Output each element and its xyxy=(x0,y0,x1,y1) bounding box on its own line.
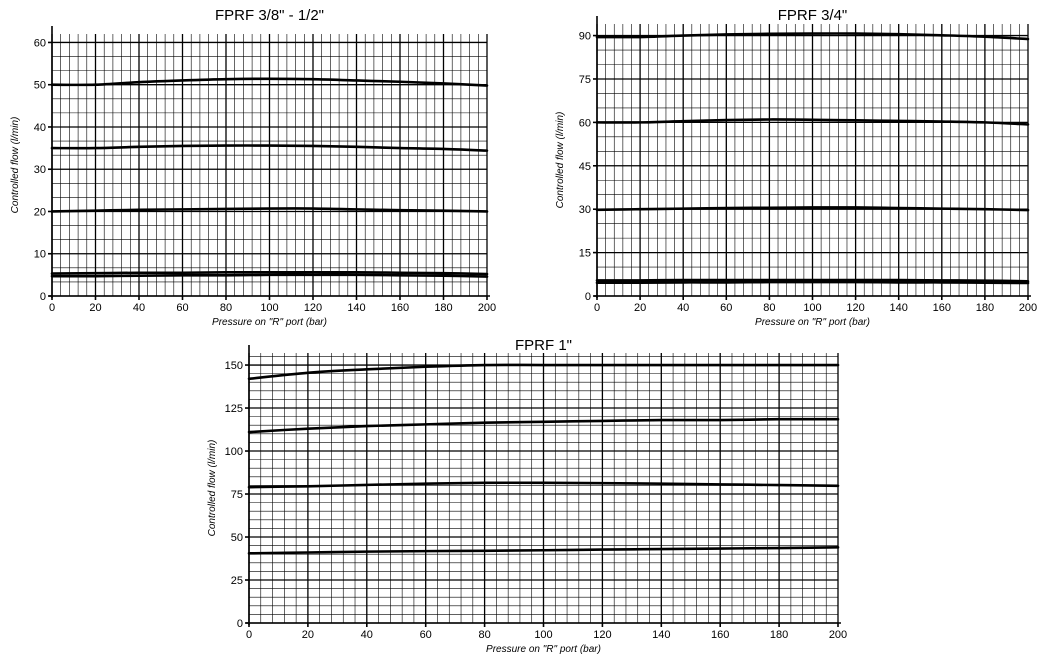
x-tick-label: 60 xyxy=(720,302,732,314)
x-tick-label: 160 xyxy=(711,629,729,641)
y-tick-label: 40 xyxy=(34,122,46,134)
x-tick-label: 80 xyxy=(478,629,490,641)
major-grid xyxy=(51,34,488,297)
series-line-4 xyxy=(595,280,1030,285)
x-tick-label: 200 xyxy=(1019,302,1037,314)
x-tick-label: 160 xyxy=(933,302,951,314)
chart-fprf-3-8-1-2: 0 20 40 60 80 100 120 140 160 180 200 0 10 20 30 40 50 60… xyxy=(0,0,500,336)
y-tick-label: 30 xyxy=(34,164,46,176)
x-tick-label: 40 xyxy=(133,302,145,314)
y-tick-label: 50 xyxy=(231,532,243,544)
chart-svg: 0 20 40 60 80 100 120 140 160 180 200 0 15 30 45 60 75 90… xyxy=(555,7,1037,328)
x-tick-label: 100 xyxy=(260,302,278,314)
x-tick-label: 120 xyxy=(304,302,322,314)
axes xyxy=(593,16,1031,300)
y-axis-label: Controlled flow (l/min) xyxy=(207,440,218,537)
series-line-1 xyxy=(50,144,489,152)
y-tick-label: 10 xyxy=(34,249,46,261)
x-tick-label: 20 xyxy=(634,302,646,314)
x-tick-label: 40 xyxy=(677,302,689,314)
series-line-2 xyxy=(247,481,840,489)
series-line-0 xyxy=(50,77,489,87)
y-tick-label: 150 xyxy=(225,360,243,372)
y-tick-label: 60 xyxy=(34,37,46,49)
y-axis-label: Controlled flow (l/min) xyxy=(555,112,566,209)
y-tick-label: 50 xyxy=(34,80,46,92)
x-axis-label: Pressure on "R" port (bar) xyxy=(486,644,601,655)
x-tick-label: 60 xyxy=(176,302,188,314)
x-tick-label: 40 xyxy=(361,629,373,641)
x-tick-label: 180 xyxy=(976,302,994,314)
axes xyxy=(48,26,490,300)
y-tick-label: 90 xyxy=(579,31,591,43)
chart-fprf-3-4: 0 20 40 60 80 100 120 140 160 180 200 0 15 30 45 60 75 90… xyxy=(545,0,1043,336)
series-line-2 xyxy=(50,207,489,213)
y-tick-label: 15 xyxy=(579,248,591,260)
x-axis-label: Pressure on "R" port (bar) xyxy=(755,317,870,328)
y-tick-label: 0 xyxy=(237,618,243,630)
x-tick-label: 180 xyxy=(434,302,452,314)
x-tick-label: 140 xyxy=(652,629,670,641)
chart-svg: 0 20 40 60 80 100 120 140 160 180 200 0 25 50 75 100 125… xyxy=(207,337,847,655)
y-tick-label: 75 xyxy=(579,74,591,86)
x-tick-label: 0 xyxy=(49,302,55,314)
x-tick-label: 180 xyxy=(770,629,788,641)
y-tick-label: 125 xyxy=(225,403,243,415)
x-tick-label: 160 xyxy=(391,302,409,314)
series-line-0 xyxy=(595,32,1030,41)
y-tick-label: 20 xyxy=(34,206,46,218)
chart-title: FPRF 1" xyxy=(515,337,572,354)
y-axis-label: Controlled flow (l/min) xyxy=(10,117,21,214)
series-line-3 xyxy=(50,271,489,276)
chart-title: FPRF 3/8" - 1/2" xyxy=(215,7,324,24)
x-tick-label: 200 xyxy=(478,302,496,314)
series-line-4 xyxy=(50,273,489,278)
x-tick-label: 20 xyxy=(89,302,101,314)
y-tick-label: 45 xyxy=(579,161,591,173)
x-tick-label: 60 xyxy=(420,629,432,641)
chart-title: FPRF 3/4" xyxy=(778,7,848,24)
series-line-2 xyxy=(595,206,1030,212)
x-tick-label: 120 xyxy=(846,302,864,314)
series-line-1 xyxy=(247,417,840,434)
x-tick-label: 140 xyxy=(347,302,365,314)
series-line-3 xyxy=(595,278,1030,283)
y-tick-label: 0 xyxy=(40,291,46,303)
y-tick-label: 75 xyxy=(231,489,243,501)
major-grid xyxy=(248,353,839,624)
x-tick-label: 0 xyxy=(594,302,600,314)
x-axis-label: Pressure on "R" port (bar) xyxy=(212,317,327,328)
x-tick-label: 200 xyxy=(829,629,847,641)
major-grid xyxy=(596,24,1029,297)
x-tick-label: 100 xyxy=(803,302,821,314)
y-tick-label: 100 xyxy=(225,446,243,458)
chart-svg: 0 20 40 60 80 100 120 140 160 180 200 0 10 20 30 40 50 60… xyxy=(10,7,496,328)
x-tick-label: 80 xyxy=(220,302,232,314)
y-tick-label: 0 xyxy=(585,291,591,303)
x-tick-label: 120 xyxy=(593,629,611,641)
x-tick-label: 20 xyxy=(302,629,314,641)
x-tick-label: 80 xyxy=(763,302,775,314)
series-line-0 xyxy=(247,363,840,381)
series-line-3 xyxy=(247,546,840,555)
y-tick-label: 30 xyxy=(579,204,591,216)
axes xyxy=(245,345,841,627)
y-tick-label: 25 xyxy=(231,575,243,587)
y-tick-label: 60 xyxy=(579,117,591,129)
x-tick-label: 100 xyxy=(534,629,552,641)
chart-fprf-1: 0 20 40 60 80 100 120 140 160 180 200 0 25 50 75 100 125… xyxy=(195,330,855,660)
series-line-1 xyxy=(595,118,1030,126)
x-tick-label: 140 xyxy=(890,302,908,314)
x-tick-label: 0 xyxy=(246,629,252,641)
